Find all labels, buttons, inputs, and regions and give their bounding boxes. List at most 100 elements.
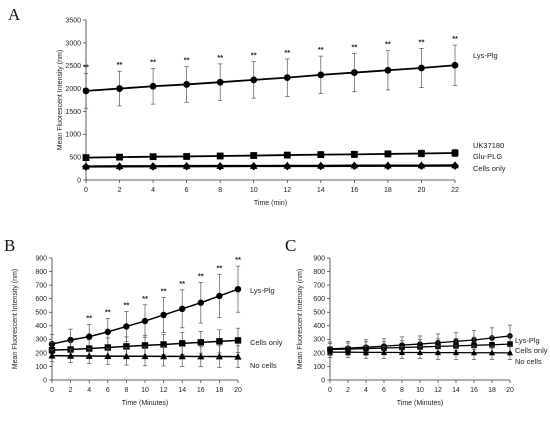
- data-point: [362, 348, 370, 355]
- x-tick-label: 2: [118, 187, 122, 194]
- data-point: [141, 317, 149, 325]
- data-point: [380, 348, 388, 355]
- data-point: [418, 64, 425, 72]
- y-tick-label: 700: [313, 283, 325, 290]
- x-tick-label: 2: [346, 387, 350, 394]
- data-point: [417, 161, 426, 170]
- y-axis-label: Mean Fluorescent Intensity (nm): [57, 50, 64, 150]
- data-point: [350, 69, 358, 76]
- x-tick-label: 4: [151, 187, 155, 194]
- data-point: [178, 352, 186, 360]
- significance-label: **: [184, 56, 190, 65]
- significance-label: **: [385, 40, 391, 49]
- data-point: [434, 349, 442, 356]
- data-point: [326, 348, 334, 355]
- y-tick-label: 800: [35, 269, 47, 276]
- series-line: [85, 152, 456, 159]
- x-tick-label: 8: [124, 387, 128, 394]
- data-point: [81, 162, 91, 171]
- y-tick-label: 300: [35, 337, 47, 344]
- panel-letter-a: A: [8, 5, 21, 24]
- x-tick-label: 12: [283, 187, 291, 194]
- y-tick-label: 500: [69, 155, 81, 162]
- series-line: [85, 164, 456, 168]
- chart-panel-c: 0 100 200 300 400 500 600 700 800 900 0 2 4 6 8 10 12 14 1…: [297, 255, 548, 407]
- x-tick-label: 16: [470, 387, 478, 394]
- data-point: [179, 305, 186, 313]
- y-tick-label: 100: [35, 364, 47, 371]
- data-point: [216, 78, 224, 86]
- data-point: [451, 149, 459, 157]
- y-tick-label: 500: [313, 310, 325, 317]
- data-point: [344, 348, 352, 355]
- x-tick-label: 2: [69, 387, 73, 394]
- y-tick-label: 200: [35, 350, 47, 357]
- data-point: [86, 333, 93, 340]
- series-label: Cells only: [250, 338, 283, 347]
- x-tick-label: 6: [106, 387, 110, 394]
- data-point: [488, 349, 496, 356]
- significance-label: **: [284, 48, 290, 57]
- y-tick-label: 300: [313, 337, 325, 344]
- series-label: No cells: [250, 361, 277, 370]
- data-point: [123, 323, 130, 330]
- data-point: [250, 76, 258, 84]
- y-tick-label: 900: [35, 255, 47, 262]
- y-tick-label: 100: [313, 364, 325, 371]
- series-1: ** ** ** ** ** ** ** ** ** Lys-Plg: [48, 255, 275, 354]
- y-axis-label: Mean Fluorescent Intensity (nm): [12, 269, 19, 369]
- data-point: [104, 344, 111, 351]
- panel-letter-b: B: [4, 236, 15, 255]
- y-tick-label: 3000: [65, 40, 81, 47]
- data-point: [216, 152, 224, 160]
- x-tick-label: 18: [488, 387, 496, 394]
- data-point: [283, 74, 291, 81]
- data-point: [215, 352, 223, 360]
- series-label: No cells: [515, 357, 542, 366]
- data-point: [416, 349, 424, 356]
- x-tick-label: 4: [364, 387, 368, 394]
- data-point: [350, 161, 359, 171]
- y-tick-label: 0: [43, 377, 47, 384]
- data-point: [67, 352, 75, 359]
- x-tick-label: 6: [185, 187, 189, 194]
- data-point: [197, 299, 204, 306]
- significance-label: **: [351, 42, 357, 51]
- x-tick-label: 22: [451, 187, 459, 194]
- series-1: ** ** ** ** ** ** ** ** ** ** ** ** Lys-Plg: [82, 34, 498, 109]
- data-point: [122, 352, 130, 360]
- data-point: [234, 352, 242, 360]
- data-point: [316, 162, 325, 171]
- series-label: UK37180: [473, 141, 504, 150]
- x-tick-label: 20: [506, 387, 514, 394]
- data-point: [160, 352, 168, 360]
- chart-panel-a: 0 500 1000 1500 2000 2500 3000 3500 0 2 4 6 8 10 12 14 1…: [57, 17, 506, 207]
- data-point: [82, 154, 90, 161]
- significance-label: **: [251, 51, 257, 60]
- data-point: [234, 337, 242, 344]
- data-point: [398, 349, 406, 356]
- data-point: [234, 285, 242, 293]
- x-tick-label: 10: [141, 387, 149, 394]
- significance-label: **: [452, 34, 458, 43]
- significance-label: **: [161, 286, 167, 295]
- x-tick-label: 18: [216, 387, 224, 394]
- y-tick-label: 1000: [65, 132, 81, 139]
- data-point: [507, 341, 513, 347]
- series-2: UK37180: [82, 141, 504, 161]
- x-tick-label: 16: [350, 187, 358, 194]
- series-3: No cells: [48, 345, 277, 370]
- x-tick-label: 14: [178, 387, 186, 394]
- data-point: [470, 349, 478, 356]
- y-tick-label: 900: [313, 255, 325, 262]
- data-point: [104, 352, 112, 360]
- y-tick-label: 700: [35, 283, 47, 290]
- data-point: [197, 339, 204, 346]
- significance-label: **: [198, 271, 204, 280]
- data-point: [384, 150, 392, 158]
- data-point: [160, 311, 167, 319]
- data-point: [149, 153, 157, 161]
- x-tick-label: 20: [418, 187, 426, 194]
- y-tick-label: 600: [35, 296, 47, 303]
